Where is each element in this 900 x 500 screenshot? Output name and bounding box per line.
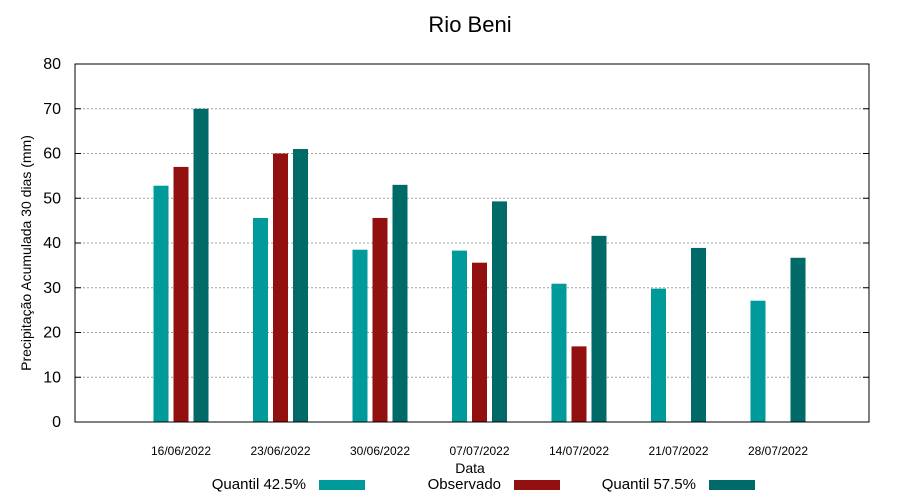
bar: [571, 346, 587, 422]
legend-swatch: [319, 480, 365, 490]
legend-swatch: [709, 480, 755, 490]
bar: [551, 283, 567, 422]
bar: [253, 217, 268, 422]
bar: [750, 300, 766, 422]
bar: [153, 185, 169, 422]
bar: [392, 184, 408, 422]
bar: [372, 217, 388, 422]
x-tick-label: 30/06/2022: [350, 444, 410, 458]
bar: [452, 250, 467, 422]
y-tick-label: 60: [43, 146, 61, 163]
bar: [273, 153, 288, 422]
x-tick-label: 07/07/2022: [449, 444, 509, 458]
x-tick-label: 16/06/2022: [151, 444, 211, 458]
x-axis-ticks: 16/06/2022 23/06/2022 30/06/2022 07/07/2022…: [151, 444, 808, 458]
y-tick-label: 50: [43, 190, 61, 207]
y-tick-label: 10: [43, 369, 61, 386]
bar: [173, 166, 189, 422]
y-tick-label: 30: [43, 280, 61, 297]
x-tick-label: 28/07/2022: [748, 444, 808, 458]
y-tick-label: 40: [43, 235, 61, 252]
bar: [492, 201, 507, 422]
legend-swatch: [514, 480, 560, 490]
bar: [651, 288, 666, 422]
x-tick-label: 23/06/2022: [250, 444, 310, 458]
legend-label: Observado: [428, 476, 501, 493]
bar: [352, 249, 368, 422]
x-tick-label: 21/07/2022: [648, 444, 708, 458]
bar: [591, 235, 607, 422]
legend-label: Quantil 42.5%: [212, 476, 306, 493]
y-axis-ticks: 0 10 20 30 40 50 60 70 80: [43, 56, 869, 431]
bar: [691, 247, 706, 422]
chart-title: Rio Beni: [428, 12, 511, 37]
bar: [790, 257, 806, 422]
bar: [293, 149, 308, 422]
y-tick-label: 70: [43, 101, 61, 118]
y-tick-label: 80: [43, 56, 61, 73]
y-tick-label: 20: [43, 325, 61, 342]
x-axis-label: Data: [455, 460, 485, 476]
bar: [193, 108, 209, 422]
legend: Quantil 42.5% Observado Quantil 57.5%: [212, 476, 755, 493]
y-axis-label: Precipitação Acumulada 30 dias (mm): [18, 135, 34, 371]
bar: [472, 262, 487, 422]
y-tick-label: 0: [52, 414, 61, 431]
x-tick-label: 14/07/2022: [549, 444, 609, 458]
bars: [153, 108, 806, 422]
legend-label: Quantil 57.5%: [602, 476, 696, 493]
